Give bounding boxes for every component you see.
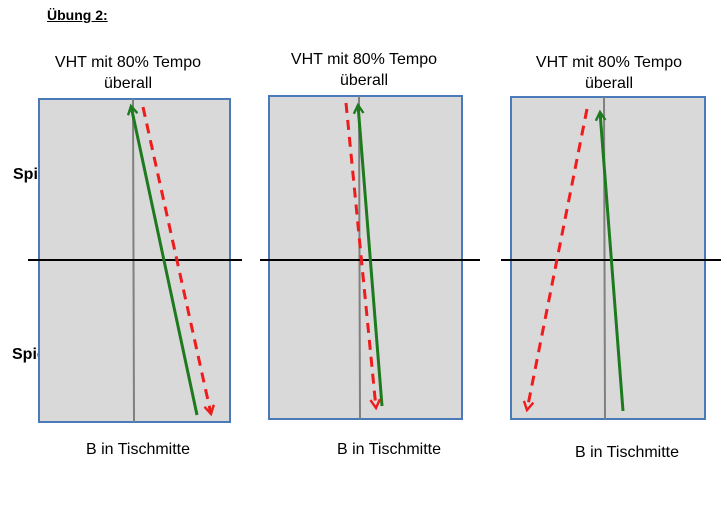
diagram-1 <box>28 98 242 423</box>
diagram-1-heading-line2: überall <box>103 75 153 92</box>
diagram-3 <box>501 96 721 420</box>
center-line-3 <box>603 96 606 420</box>
diagram-1-heading: VHT mit 80% Tempo überall <box>28 52 228 94</box>
table-3-border <box>510 96 706 420</box>
diagram-1-caption: B in Tischmitte <box>85 441 191 458</box>
diagram-3-heading: VHT mit 80% Tempo überall <box>509 52 709 94</box>
diagram-1-heading-line1: VHT mit 80% Tempo <box>54 54 202 71</box>
table-2 <box>269 96 462 419</box>
diagram-2-heading-line2: überall <box>339 72 389 89</box>
exercise-title: Übung 2: <box>47 7 108 23</box>
table-2-border <box>268 95 463 420</box>
diagram-2-heading: VHT mit 80% Tempo überall <box>264 49 464 91</box>
table-3 <box>511 97 705 419</box>
solid-arrow-3 <box>594 109 625 412</box>
dashed-arrow-1 <box>141 106 216 417</box>
diagram-3-caption: B in Tischmitte <box>574 444 680 461</box>
center-line-2 <box>358 95 361 420</box>
diagram-2 <box>260 95 480 420</box>
solid-arrow-1 <box>126 103 199 416</box>
diagram-3-heading-line1: VHT mit 80% Tempo <box>535 54 683 71</box>
solid-arrow-2 <box>352 102 384 407</box>
diagram-2-caption: B in Tischmitte <box>336 441 442 458</box>
dashed-arrow-3 <box>522 108 589 413</box>
diagram-3-heading-line2: überall <box>584 75 634 92</box>
dashed-arrow-2 <box>344 102 382 411</box>
diagram-2-heading-line1: VHT mit 80% Tempo <box>290 51 438 68</box>
